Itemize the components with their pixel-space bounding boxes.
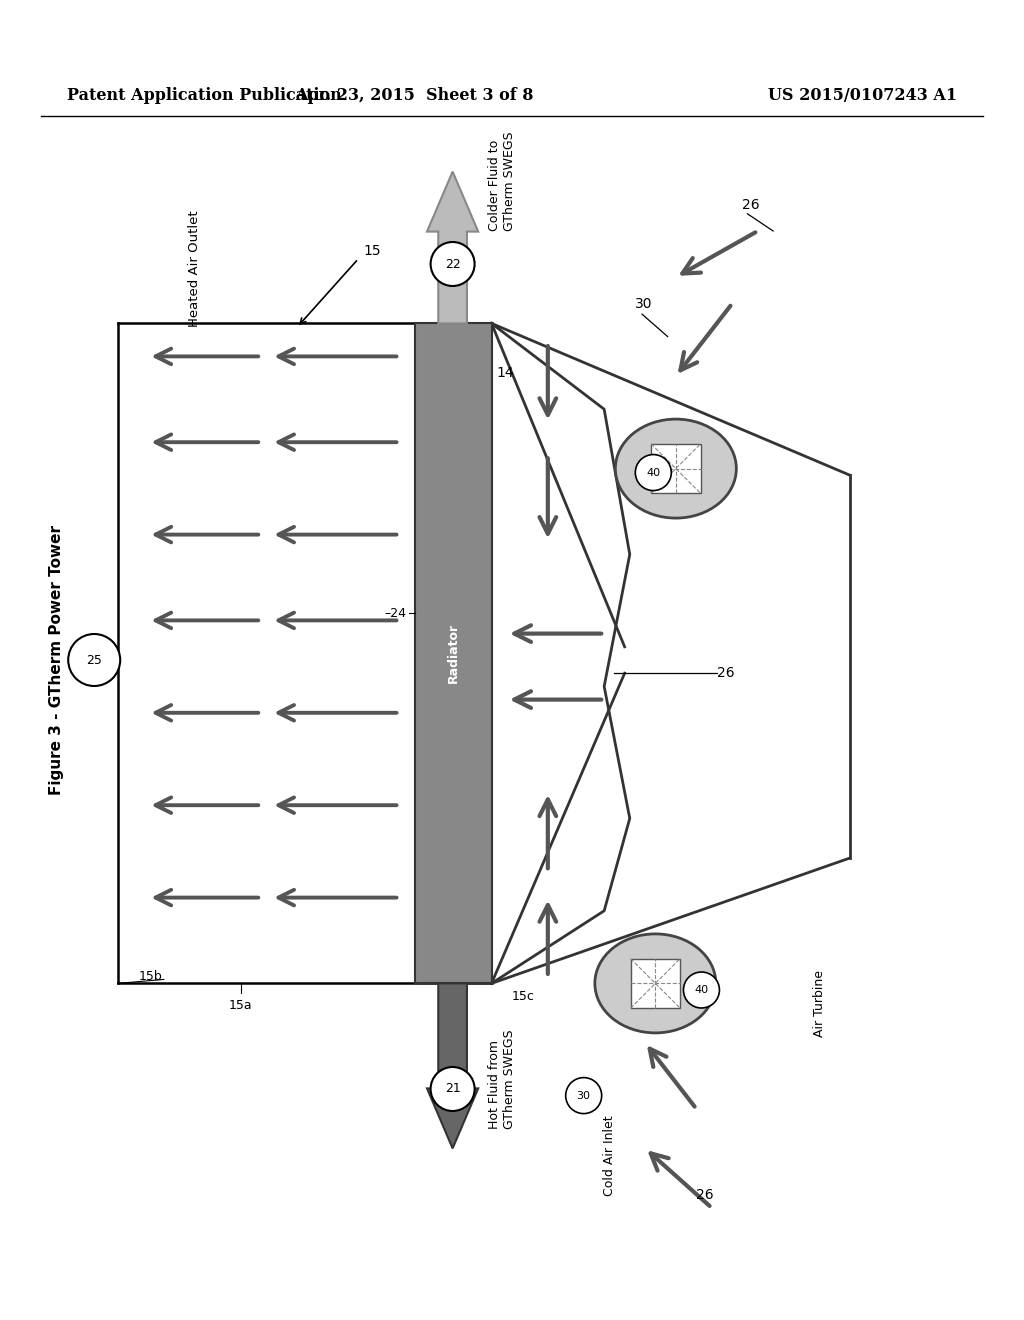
Text: 15a: 15a xyxy=(228,999,253,1012)
Text: Heated Air Outlet: Heated Air Outlet xyxy=(188,211,201,327)
Text: Hot Fluid from
GTherm SWEGS: Hot Fluid from GTherm SWEGS xyxy=(487,1030,516,1129)
FancyArrow shape xyxy=(427,172,478,323)
Text: 25: 25 xyxy=(86,653,102,667)
Bar xyxy=(631,958,680,1008)
Text: 40: 40 xyxy=(694,985,709,995)
Text: US 2015/0107243 A1: US 2015/0107243 A1 xyxy=(768,87,957,103)
Text: Apr. 23, 2015  Sheet 3 of 8: Apr. 23, 2015 Sheet 3 of 8 xyxy=(296,87,534,103)
Text: Radiator: Radiator xyxy=(446,623,460,684)
Bar xyxy=(651,444,700,494)
Text: Patent Application Publication: Patent Application Publication xyxy=(67,87,341,103)
Text: Figure 3 - GTherm Power Tower: Figure 3 - GTherm Power Tower xyxy=(49,525,63,795)
Bar xyxy=(415,323,492,983)
Text: 26: 26 xyxy=(717,667,734,680)
Text: 40: 40 xyxy=(646,467,660,478)
Text: 26: 26 xyxy=(696,1188,714,1201)
Ellipse shape xyxy=(615,420,736,519)
Text: 30: 30 xyxy=(635,297,652,310)
Text: 15: 15 xyxy=(364,244,381,257)
Circle shape xyxy=(69,634,120,686)
Circle shape xyxy=(431,242,474,286)
Circle shape xyxy=(431,1067,474,1111)
Text: 14: 14 xyxy=(497,367,514,380)
Text: 26: 26 xyxy=(742,198,760,211)
Text: –24: –24 xyxy=(385,607,407,620)
Text: Colder Fluid to
GTherm SWEGS: Colder Fluid to GTherm SWEGS xyxy=(487,132,516,231)
Text: 15c: 15c xyxy=(512,990,535,1003)
Circle shape xyxy=(565,1077,602,1114)
Text: 30: 30 xyxy=(577,1090,591,1101)
Text: 30: 30 xyxy=(574,1082,593,1096)
Ellipse shape xyxy=(595,935,716,1032)
FancyArrow shape xyxy=(427,983,478,1148)
Text: Air Turbine: Air Turbine xyxy=(813,970,825,1036)
Circle shape xyxy=(683,972,720,1008)
Circle shape xyxy=(635,454,672,491)
Text: 15b: 15b xyxy=(138,970,162,983)
Text: Cold Air Inlet: Cold Air Inlet xyxy=(603,1115,615,1196)
Text: 21: 21 xyxy=(444,1082,461,1096)
Text: 22: 22 xyxy=(444,257,461,271)
